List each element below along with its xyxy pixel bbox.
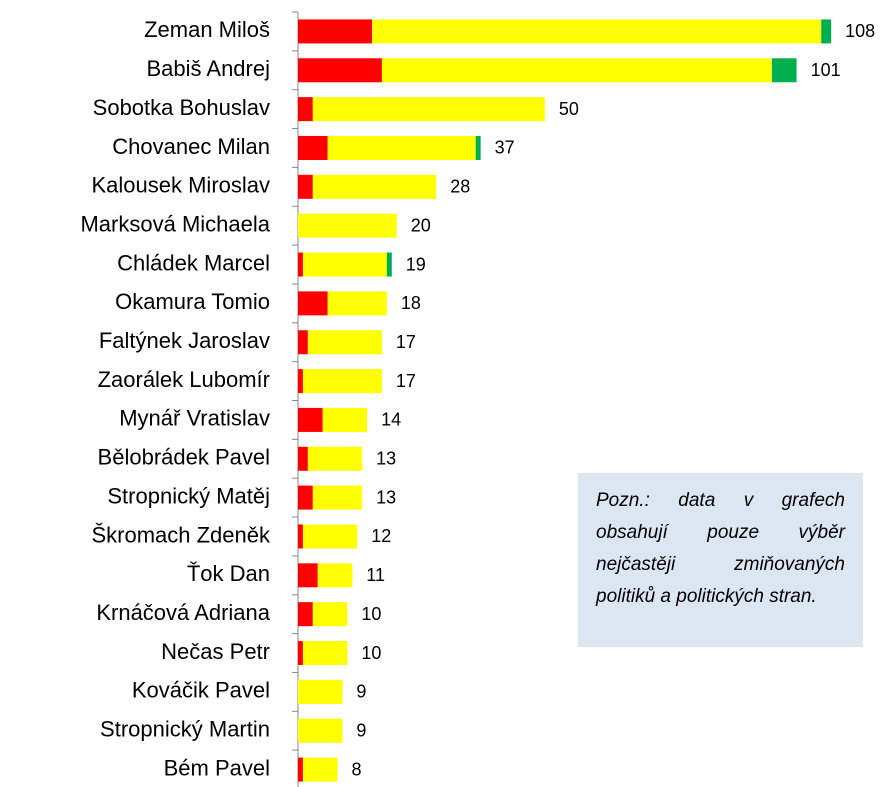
bar-segment: [298, 252, 303, 277]
category-label: Chovanec Milan: [112, 134, 270, 159]
bar-segment: [312, 602, 348, 627]
bar-segment: [298, 407, 323, 432]
bar-segment: [307, 330, 382, 355]
total-label: 108: [845, 21, 875, 41]
bar-segment: [298, 757, 303, 782]
total-label: 20: [411, 215, 431, 235]
total-label: 28: [450, 177, 470, 197]
bar-segment: [298, 369, 303, 394]
category-label: Krnáčová Adriana: [96, 600, 270, 625]
total-label: 17: [396, 371, 416, 391]
bar-segment: [327, 291, 387, 316]
bar-segment: [298, 524, 303, 549]
bar-segment: [322, 407, 368, 432]
bar-segment: [298, 563, 318, 588]
bar-segment: [298, 446, 308, 471]
bar-segment: [771, 58, 797, 83]
category-label: Mynář Vratislav: [119, 406, 270, 431]
bar-segment: [298, 485, 313, 510]
category-label: Faltýnek Jaroslav: [99, 328, 270, 353]
bar-segment: [298, 58, 382, 83]
bar-segment: [302, 524, 358, 549]
total-label: 14: [381, 410, 401, 430]
category-label: Bém Pavel: [164, 755, 270, 780]
total-label: 12: [371, 526, 391, 546]
bar-segment: [298, 330, 308, 355]
category-label: Bělobrádek Pavel: [98, 445, 270, 470]
bar-segment: [307, 446, 363, 471]
note: Pozn.: data v grafech obsahují pouze výb…: [578, 473, 863, 647]
category-label: Sobotka Bohuslav: [93, 95, 270, 120]
bar-segment: [298, 19, 373, 44]
bar-segment: [302, 641, 348, 666]
total-label: 11: [366, 565, 385, 585]
total-label: 17: [396, 332, 416, 352]
total-label: 37: [495, 138, 515, 158]
category-label: Marksová Michaela: [80, 211, 270, 236]
bar-segment: [312, 485, 363, 510]
category-label: Chládek Marcel: [117, 250, 270, 275]
total-label: 50: [559, 99, 579, 119]
bar-segment: [372, 19, 822, 44]
category-label: Nečas Petr: [161, 639, 270, 664]
category-label: Zeman Miloš: [144, 17, 270, 42]
bar-segment: [298, 718, 343, 743]
total-label: 10: [361, 604, 381, 624]
total-label: 10: [361, 643, 381, 663]
bar-segment: [327, 135, 476, 160]
bar-segment: [298, 174, 313, 199]
total-label: 101: [811, 60, 841, 80]
bar-segment: [298, 602, 313, 627]
category-label: Škromach Zdeněk: [91, 522, 271, 547]
total-label: 18: [401, 293, 421, 313]
total-label: 9: [356, 682, 366, 702]
category-label: Ťok Dan: [187, 561, 270, 586]
category-label: Kalousek Miroslav: [91, 173, 270, 198]
bar-segment: [386, 252, 392, 277]
bar-segment: [298, 641, 303, 666]
bar-segment: [312, 97, 545, 122]
total-label: 13: [376, 449, 396, 469]
bar-segment: [298, 97, 313, 122]
total-label: 13: [376, 487, 396, 507]
category-label: Stropnický Matěj: [107, 483, 270, 508]
bar-segment: [302, 757, 338, 782]
category-label: Zaorálek Lubomír: [98, 367, 270, 392]
bar-segment: [312, 174, 437, 199]
category-label: Stropnický Martin: [100, 717, 270, 742]
total-label: 8: [351, 759, 361, 779]
bar-segment: [298, 679, 343, 704]
bar-segment: [317, 563, 353, 588]
bar-segment: [302, 369, 382, 394]
category-label: Kováčik Pavel: [132, 678, 270, 703]
bar-segment: [475, 135, 481, 160]
bar-segment: [302, 252, 387, 277]
category-label: Okamura Tomio: [115, 289, 270, 314]
category-label: Babiš Andrej: [146, 56, 270, 81]
bar-segment: [298, 291, 328, 316]
bar-segment: [821, 19, 832, 44]
total-label: 19: [406, 254, 426, 274]
bar-segment: [381, 58, 772, 83]
bar-segment: [298, 135, 328, 160]
total-label: 9: [356, 720, 366, 740]
bar-segment: [298, 213, 397, 238]
